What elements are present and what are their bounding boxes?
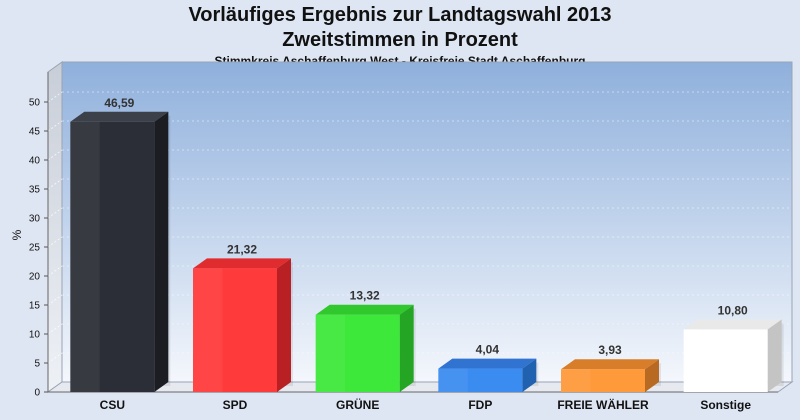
bar-front [561,369,645,392]
data-label: 21,32 [227,242,257,256]
gridline-side [47,294,63,306]
x-tick-label: Sonstige [700,398,751,412]
bar-side [277,258,291,392]
chart-subtitle: Zweitstimmen in Prozent [282,29,518,51]
gridline-side [47,149,63,161]
x-tick-label: CSU [100,398,125,412]
plot-side-wall [47,61,63,393]
y-tick-label: 50 [29,98,41,109]
y-tick-label: 0 [34,388,40,399]
bar-highlight [70,121,100,392]
y-tick-label: 5 [34,359,40,370]
gridline-side [47,91,63,103]
y-tick-label: 15 [29,301,41,312]
y-axis-label: % [10,229,24,240]
y-tick-label: 35 [29,185,41,196]
bar-side [645,359,659,392]
bar-side [522,358,537,392]
bar-highlight [438,368,468,392]
gridline-side [47,120,63,132]
data-label: 13,32 [350,289,380,303]
gridline-side [47,236,63,248]
bar-freie-wähler [561,359,661,392]
chart-title: Vorläufiges Ergebnis zur Landtagswahl 20… [188,4,612,26]
data-label: 10,80 [718,303,748,317]
bar-front [70,121,155,392]
data-label: 3,93 [598,343,622,357]
bar-grüne [315,304,416,392]
bar-side [767,319,782,392]
bar-highlight [193,268,223,392]
bar-highlight [683,329,714,392]
y-tick-label: 40 [29,156,41,167]
gridline-side [47,265,63,277]
bar-top [70,111,169,122]
bar-front [683,329,768,392]
x-tick-label: FDP [468,398,492,412]
bar-top [193,258,291,269]
bar-fdp [438,358,539,392]
bar-highlight [315,314,346,392]
bar-sonstige [683,319,784,392]
x-tick-label: SPD [223,398,248,412]
bar-top [561,359,659,370]
y-tick-label: 30 [29,214,41,225]
y-tick-label: 25 [29,243,41,254]
data-label: 4,04 [476,343,500,357]
bar-front [193,268,277,392]
data-label: 46,59 [104,96,134,110]
gridline-side [47,178,63,190]
x-tick-label: GRÜNE [336,397,379,412]
bar-top [315,304,414,315]
gridline-side [47,323,63,335]
plot-back-wall [61,61,793,383]
bar-side [154,111,169,392]
x-tick-label: FREIE WÄHLER [557,397,649,412]
bar-front [438,368,523,392]
bar-csu [70,111,171,392]
gridline-side [47,207,63,219]
bar-spd [193,258,293,392]
bar-front [315,314,400,392]
bar-top [683,319,782,330]
y-tick-label: 20 [29,272,41,283]
y-tick-label: 45 [29,127,41,138]
bar-side [399,304,414,392]
y-tick-label: 10 [29,330,41,341]
bar-highlight [561,369,591,392]
gridline-side [47,352,63,364]
bar-top [438,358,537,369]
